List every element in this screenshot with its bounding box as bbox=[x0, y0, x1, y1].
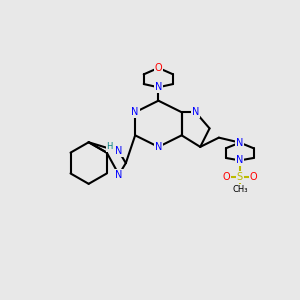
Text: N: N bbox=[192, 107, 199, 117]
Text: N: N bbox=[155, 142, 162, 152]
Text: O: O bbox=[222, 172, 230, 182]
Text: O: O bbox=[250, 172, 257, 182]
Text: O: O bbox=[154, 63, 162, 73]
Text: N: N bbox=[236, 138, 244, 148]
Text: CH₃: CH₃ bbox=[232, 185, 248, 194]
Text: H: H bbox=[106, 142, 113, 152]
Text: N: N bbox=[115, 169, 123, 180]
Text: N: N bbox=[131, 107, 139, 117]
Text: N: N bbox=[115, 146, 123, 157]
Text: N: N bbox=[155, 82, 162, 92]
Text: N: N bbox=[236, 155, 244, 165]
Text: S: S bbox=[237, 172, 243, 182]
